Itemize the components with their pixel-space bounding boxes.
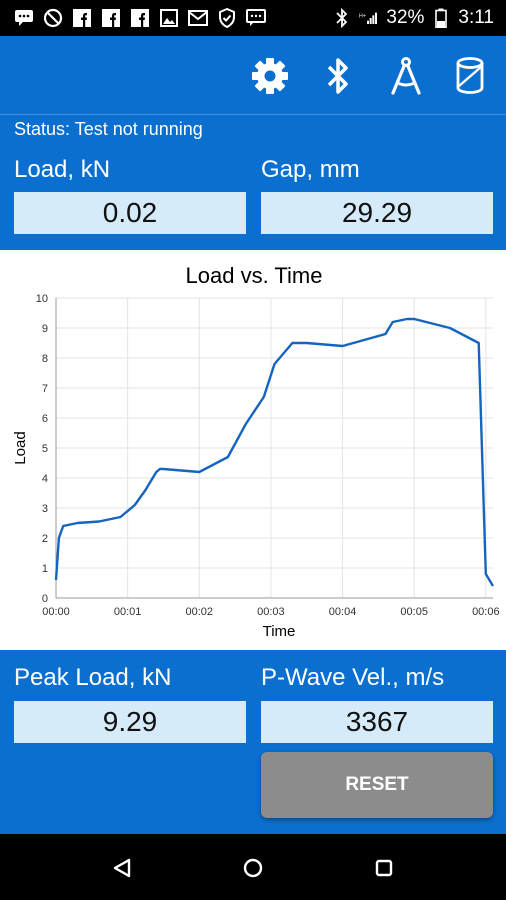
y-tick-label: 10 xyxy=(36,293,48,305)
load-series-line xyxy=(54,317,495,587)
y-tick-label: 1 xyxy=(42,563,48,575)
y-tick-label: 3 xyxy=(42,503,48,515)
x-tick-label: 00:04 xyxy=(329,606,357,618)
recents-square-icon xyxy=(375,859,393,877)
pwave-velocity-value: 3367 xyxy=(261,701,493,743)
gap-value: 29.29 xyxy=(261,192,493,234)
y-tick-label: 2 xyxy=(42,533,48,545)
load-vs-time-chart: Load vs. Time 0 1 2 3 4 5 6 7 8 9 10 00:00 00:01 00:0… xyxy=(0,250,506,650)
battery-icon xyxy=(431,8,451,28)
y-tick-label: 5 xyxy=(42,443,48,455)
specimen-button[interactable] xyxy=(448,54,492,98)
block-icon xyxy=(43,8,63,28)
facebook-icon xyxy=(130,8,150,28)
chart-canvas: Load vs. Time 0 1 2 3 4 5 6 7 8 9 10 00:00 00:01 00:0… xyxy=(12,263,500,640)
svg-text:H+: H+ xyxy=(359,13,366,19)
y-tick-label: 8 xyxy=(42,353,48,365)
back-triangle-icon xyxy=(113,858,131,878)
x-tick-label: 00:03 xyxy=(257,606,285,618)
message-icon xyxy=(246,8,266,28)
load-label: Load, kN xyxy=(14,156,111,183)
y-tick-label: 4 xyxy=(42,473,48,485)
test-status: Status: Test not running xyxy=(14,119,203,139)
pwave-velocity-label: P-Wave Vel., m/s xyxy=(261,664,445,691)
shield-check-icon xyxy=(217,8,237,28)
y-axis-label: Load xyxy=(12,431,29,464)
reset-button[interactable]: RESET xyxy=(261,752,493,818)
status-bar: H+ 32% 3:11 xyxy=(0,0,506,36)
recents-button[interactable] xyxy=(368,852,400,884)
facebook-icon xyxy=(101,8,121,28)
toolbar-divider xyxy=(0,114,506,115)
cylinder-icon xyxy=(456,57,484,94)
navigation-bar xyxy=(0,834,506,900)
compass-icon xyxy=(391,57,421,95)
bluetooth-button[interactable] xyxy=(316,54,360,98)
x-tick-label: 00:01 xyxy=(114,606,142,618)
facebook-icon xyxy=(72,8,92,28)
system-icons: H+ 32% 3:11 xyxy=(332,7,494,29)
x-tick-label: 00:05 xyxy=(400,606,428,618)
calibration-button[interactable] xyxy=(384,54,428,98)
home-circle-icon xyxy=(243,858,263,878)
signal-icon: H+ xyxy=(359,8,379,28)
gap-label: Gap, mm xyxy=(261,156,360,183)
x-tick-label: 00:00 xyxy=(42,606,70,618)
bluetooth-icon xyxy=(332,8,352,28)
chat-bubble-icon xyxy=(14,8,34,28)
y-tick-label: 0 xyxy=(42,593,48,605)
load-value: 0.02 xyxy=(14,192,246,234)
y-tick-label: 9 xyxy=(42,323,48,335)
home-button[interactable] xyxy=(237,852,269,884)
clock: 3:11 xyxy=(458,7,494,28)
x-tick-label: 00:02 xyxy=(186,606,214,618)
battery-percent: 32% xyxy=(386,7,425,28)
image-icon xyxy=(159,8,179,28)
y-tick-label: 6 xyxy=(42,413,48,425)
gmail-icon xyxy=(188,8,208,28)
chart-title: Load vs. Time xyxy=(186,263,323,288)
gear-icon xyxy=(252,58,288,94)
notification-icons xyxy=(14,8,266,28)
peak-load-label: Peak Load, kN xyxy=(14,664,172,691)
app-toolbar xyxy=(0,36,506,114)
peak-load-value: 9.29 xyxy=(14,701,246,743)
x-axis-label: Time xyxy=(263,623,296,640)
settings-button[interactable] xyxy=(248,54,292,98)
back-button[interactable] xyxy=(106,852,138,884)
x-tick-label: 00:06 xyxy=(472,606,500,618)
bluetooth-icon xyxy=(327,58,348,94)
y-tick-label: 7 xyxy=(42,383,48,395)
